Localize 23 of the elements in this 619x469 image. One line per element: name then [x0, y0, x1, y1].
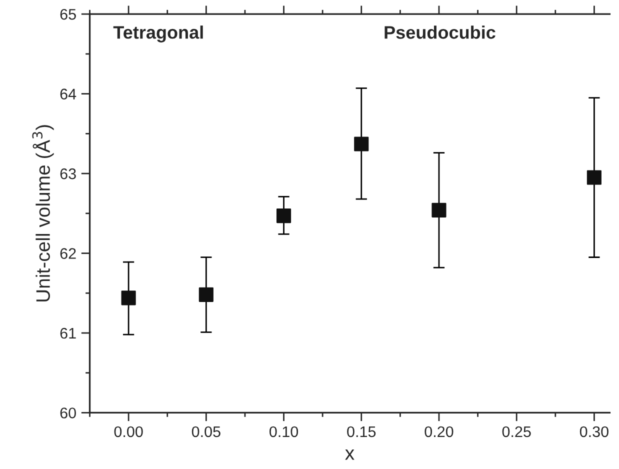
- y-tick-label: 65: [60, 8, 76, 20]
- y-tick-label: 60: [60, 408, 76, 418]
- x-tick-label: 0.25: [502, 426, 531, 438]
- y-axis-title: Unit-cell volume (Å$^{3}$): [32, 125, 54, 302]
- y-tick-label: 64: [60, 88, 76, 100]
- y-tick-label: 61: [60, 328, 76, 339]
- x-tick-label: 0.00: [114, 426, 143, 438]
- point: [586, 170, 602, 185]
- x-tick-label: 0.30: [580, 426, 608, 438]
- point: [432, 202, 446, 218]
- y-tick-label: 63: [60, 168, 76, 180]
- point: [198, 287, 214, 302]
- y-tick-label: 62: [60, 248, 76, 259]
- x-tick-label: 0.05: [192, 426, 220, 438]
- annotation: Tetragonal: [113, 26, 203, 42]
- x-tick-label: 0.20: [424, 426, 454, 438]
- x-axis-title: x: [345, 450, 354, 460]
- point: [354, 136, 369, 152]
- x-tick-label: 0.15: [347, 426, 376, 438]
- annotation: Pseudocubic: [384, 26, 496, 39]
- point: [121, 290, 136, 306]
- x-tick-label: 0.10: [270, 426, 298, 438]
- point: [276, 208, 292, 224]
